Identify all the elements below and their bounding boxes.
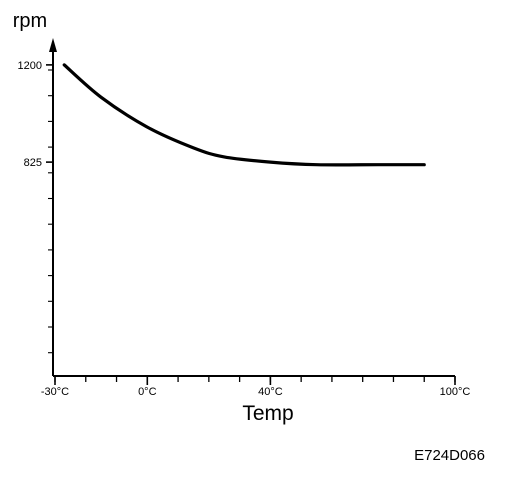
axes <box>49 38 455 377</box>
y-tick-label: 1200 <box>18 60 42 72</box>
minor-ticks <box>48 69 456 382</box>
y-axis-arrow <box>49 38 57 52</box>
y-axis-label: rpm <box>13 10 47 32</box>
x-tick-label: 0°C <box>138 386 157 398</box>
major-ticks <box>46 64 456 385</box>
tick-labels: -30°C 0°C 40°C 100°C 1200 825 <box>18 60 471 398</box>
x-tick-label: 40°C <box>258 386 283 398</box>
figure-code: E724D066 <box>414 447 485 464</box>
series-line <box>62 63 426 167</box>
x-tick-label: 100°C <box>440 386 471 398</box>
y-tick-label: 825 <box>24 157 42 169</box>
x-axis-label: Temp <box>242 402 293 425</box>
x-tick-label: -30°C <box>41 386 69 398</box>
